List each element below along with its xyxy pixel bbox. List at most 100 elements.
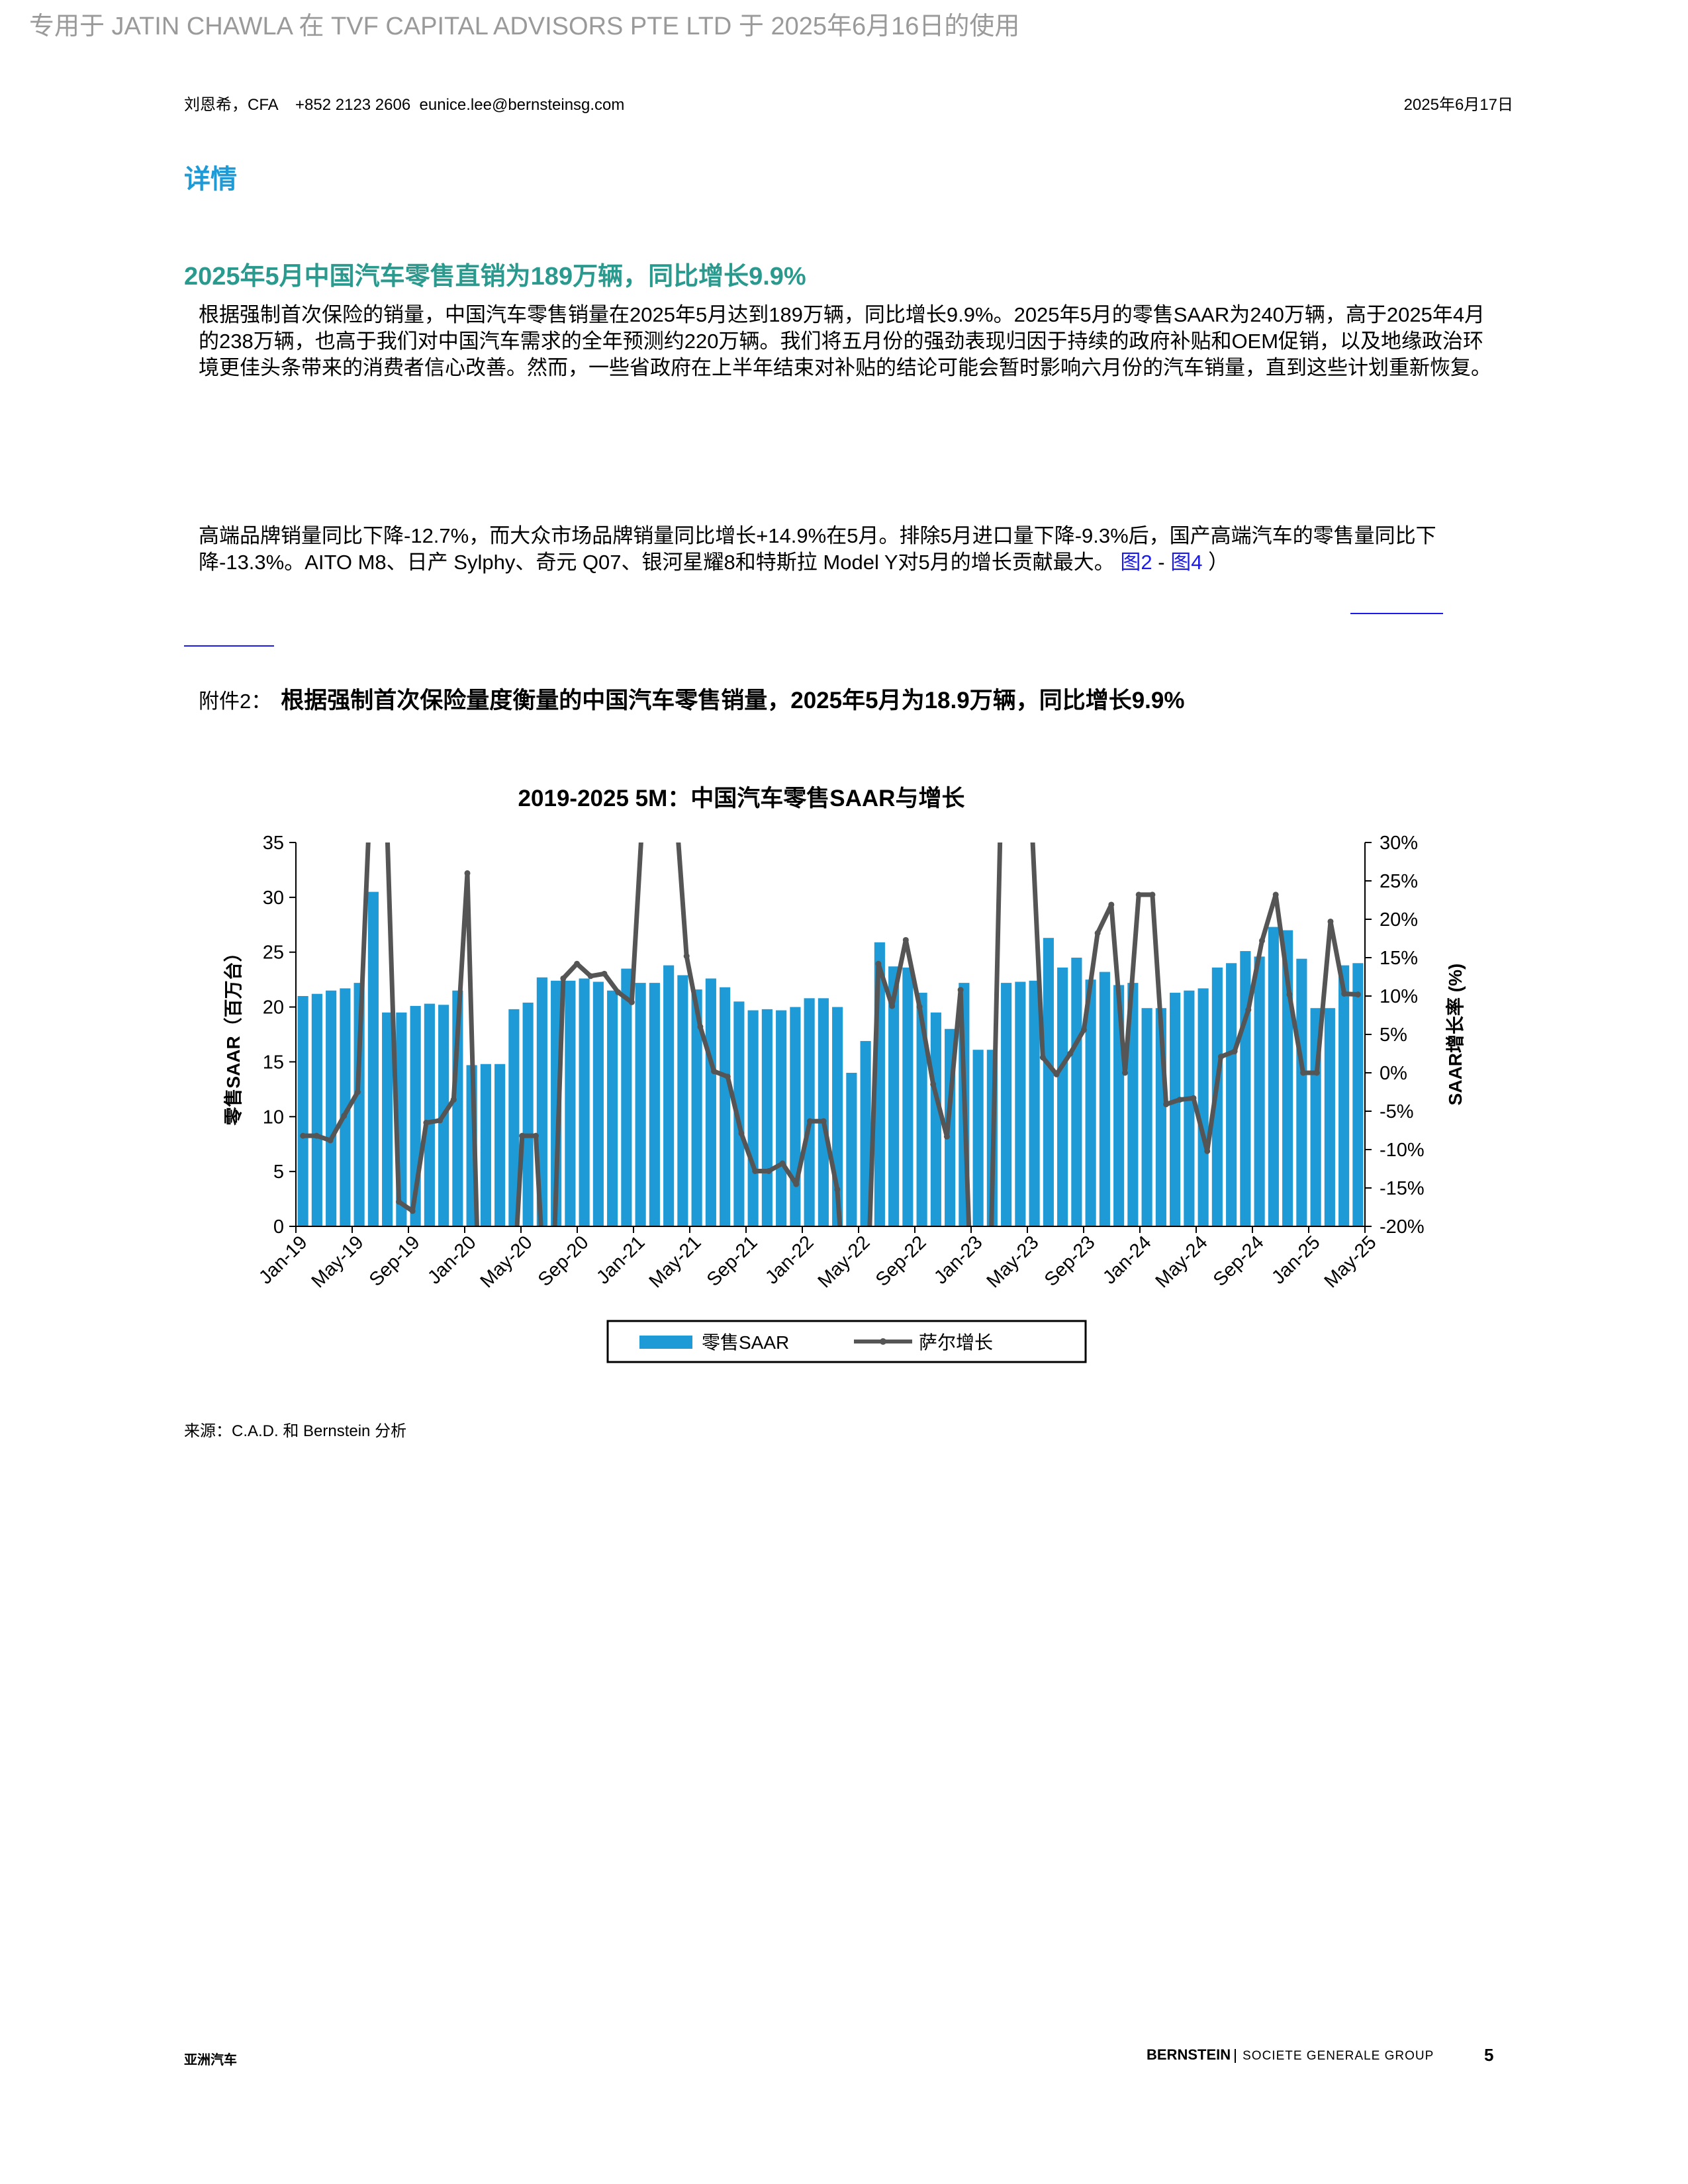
y2-tick-label: 25% <box>1380 871 1418 892</box>
y2-tick-label: 15% <box>1380 948 1418 969</box>
saar-bar <box>720 987 731 1226</box>
x-tick-label: Jan-20 <box>424 1232 480 1288</box>
x-tick-label: Sep-24 <box>1209 1232 1268 1291</box>
saar-growth-point <box>834 1186 841 1193</box>
x-tick-label: May-23 <box>983 1232 1043 1292</box>
saar-bar <box>382 1012 393 1226</box>
saar-growth-point <box>724 1073 731 1080</box>
saar-growth-point <box>793 1181 800 1187</box>
saar-bar <box>1057 967 1068 1226</box>
x-tick-label: Jan-25 <box>1268 1232 1324 1288</box>
saar-bar <box>1141 1008 1152 1226</box>
saar-bar <box>297 996 308 1226</box>
saar-growth-point <box>752 1167 759 1174</box>
x-tick-label: May-19 <box>308 1232 368 1292</box>
saar-bar <box>1352 963 1364 1226</box>
saar-growth-point <box>1217 1054 1224 1060</box>
exhibit-4-link[interactable]: 图4 <box>1170 551 1203 574</box>
saar-bar <box>508 1009 520 1226</box>
y-tick-label: 30 <box>263 887 284 909</box>
saar-bar <box>818 998 829 1226</box>
saar-bar <box>691 989 702 1226</box>
x-tick-label: Sep-19 <box>365 1232 424 1291</box>
y-tick-label: 25 <box>263 942 284 964</box>
saar-growth-point <box>450 1097 457 1103</box>
saar-bar <box>565 980 576 1226</box>
author-contact: 刘恩希，CFA +852 2123 2606 eunice.lee@bernst… <box>184 96 625 114</box>
saar-bar <box>579 978 590 1226</box>
saar-bar <box>1184 990 1195 1226</box>
saar-bar <box>1127 983 1139 1226</box>
exhibit-caption: 附件2： 根据强制首次保险量度衡量的中国汽车零售销量，2025年5月为18.9万辆… <box>199 682 1184 715</box>
section-title: 详情 <box>184 165 237 194</box>
saar-growth-point <box>670 768 676 769</box>
saar-growth-point <box>1135 891 1142 898</box>
saar-bar <box>776 1010 787 1226</box>
saar-growth-point <box>820 1118 827 1124</box>
y2-tick-label: 10% <box>1380 986 1418 1007</box>
saar-growth-point <box>1354 991 1361 998</box>
saar-growth-point <box>806 1118 813 1124</box>
saar-bar <box>522 1002 534 1226</box>
saar-growth-point <box>1012 768 1018 769</box>
saar-bar <box>1015 981 1026 1226</box>
saar-growth-point <box>656 768 662 769</box>
saar-bar <box>663 965 675 1226</box>
saar-bar <box>607 990 618 1226</box>
saar-growth-point <box>464 870 471 876</box>
saar-growth-point <box>437 1117 444 1124</box>
legend-line-label: 萨尔增长 <box>919 1332 993 1353</box>
x-tick-label: May-24 <box>1152 1232 1212 1292</box>
saar-bar <box>804 998 815 1226</box>
saar-bar <box>311 993 322 1226</box>
saar-bar <box>916 993 927 1226</box>
saar-growth-point <box>1231 1048 1238 1055</box>
saar-growth-point <box>711 1068 718 1075</box>
saar-bar <box>1099 972 1110 1226</box>
legend-line-marker <box>880 1338 886 1345</box>
paragraph-2-text: 高端品牌销量同比下降-12.7%，而大众市场品牌销量同比增长+14.9%在5月。… <box>199 524 1436 574</box>
saar-growth-point <box>1026 768 1032 769</box>
legend-bar-swatch <box>639 1336 692 1349</box>
saar-bar <box>902 967 914 1226</box>
saar-bar <box>1071 958 1082 1226</box>
saar-bar <box>592 981 604 1226</box>
x-tick-label: May-22 <box>814 1232 874 1292</box>
report-date: 2025年6月17日 <box>1403 96 1513 114</box>
saar-growth-point <box>1300 1069 1307 1076</box>
saar-growth-point <box>779 1160 786 1167</box>
saar-growth-point <box>1080 1026 1087 1033</box>
saar-bar <box>677 975 688 1226</box>
y-tick-label: 20 <box>263 997 284 1019</box>
saar-bar <box>635 983 646 1226</box>
saar-bar <box>930 1012 941 1226</box>
saar-growth-point <box>738 1130 745 1137</box>
exhibit-2-link[interactable]: 图2 <box>1120 551 1152 574</box>
saar-growth-point <box>1163 1101 1170 1108</box>
saar-growth-point <box>327 1137 334 1144</box>
saar-growth-point <box>697 1023 704 1030</box>
x-tick-label: Jan-24 <box>1099 1232 1155 1288</box>
x-tick-label: May-20 <box>477 1232 537 1292</box>
brand-group: SOCIETE GENERALE GROUP <box>1235 2049 1434 2063</box>
saar-growth-point <box>643 768 649 769</box>
y2-tick-label: 30% <box>1380 833 1418 854</box>
saar-growth-point <box>1067 1050 1074 1057</box>
saar-growth-point <box>930 1081 937 1087</box>
saar-growth-point <box>1149 891 1156 898</box>
x-tick-label: May-25 <box>1321 1232 1381 1292</box>
exhibit-title: 根据强制首次保险量度衡量的中国汽车零售销量，2025年5月为18.9万辆，同比增… <box>281 688 1185 713</box>
saar-growth-point <box>396 1199 402 1205</box>
x-tick-label: Sep-21 <box>703 1232 762 1291</box>
x-tick-label: Jan-23 <box>930 1232 986 1288</box>
y2-tick-label: -5% <box>1380 1101 1414 1122</box>
x-tick-label: Sep-20 <box>534 1232 593 1291</box>
page-number: 5 <box>1484 2045 1494 2065</box>
saar-bar <box>494 1064 506 1226</box>
saar-bar <box>705 978 716 1226</box>
saar-growth-point <box>957 987 964 993</box>
saar-chart: 2019-2025 5M：中国汽车零售SAAR与增长 0 5 10 15 20 25 30 3… <box>222 768 1466 1363</box>
paragraph-1: 根据强制首次保险的销量，中国汽车零售销量在2025年5月达到189万辆，同比增长… <box>199 303 1491 379</box>
saar-bar <box>340 988 351 1226</box>
saar-growth-point <box>1341 991 1348 997</box>
